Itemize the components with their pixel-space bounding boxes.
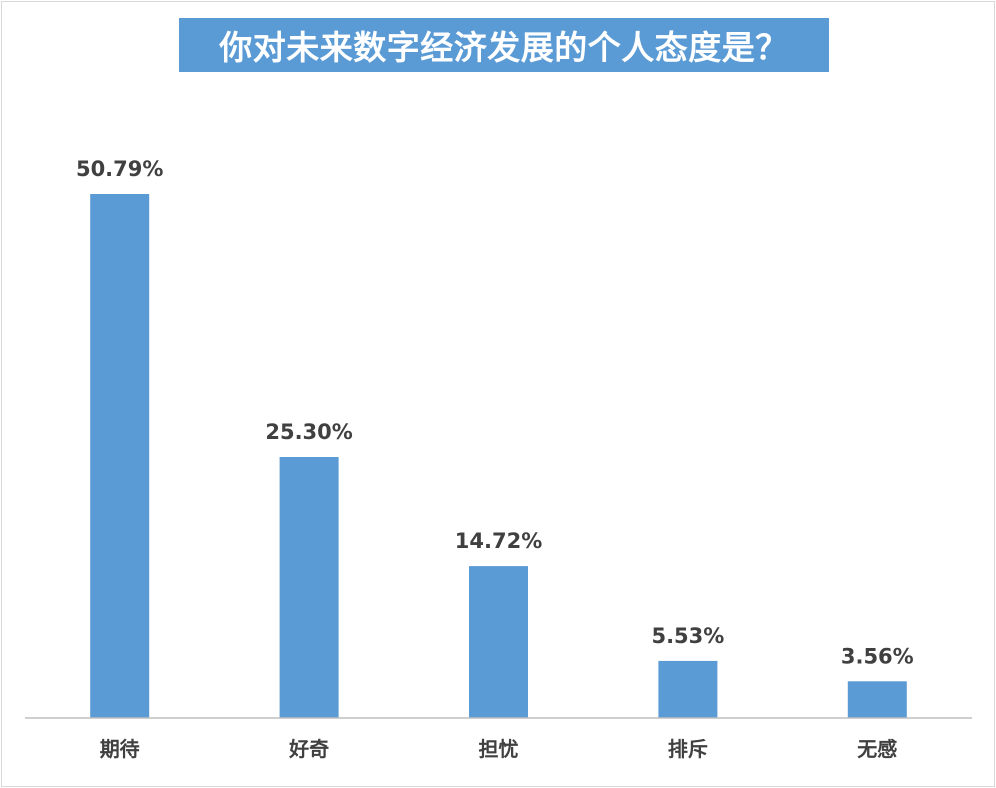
data-label-2: 25.30% [265, 420, 352, 444]
bar-5 [847, 681, 907, 718]
data-labels-group: 50.79% 25.30% 14.72% 5.53% 3.56% [76, 157, 914, 668]
data-label-5: 3.56% [841, 644, 914, 668]
category-label-5: 无感 [857, 737, 897, 761]
category-label-4: 排斥 [668, 737, 708, 761]
bar-3 [469, 566, 528, 718]
bar-2 [279, 457, 339, 718]
category-label-3: 担忧 [479, 737, 519, 761]
data-label-4: 5.53% [651, 624, 724, 648]
data-label-1: 50.79% [76, 157, 163, 181]
category-labels-group: 期待 好奇 担忧 排斥 无感 [100, 737, 898, 761]
category-label-1: 期待 [100, 737, 140, 761]
bar-4 [658, 660, 718, 718]
chart-title: 你对未来数字经济发展的个人态度是？ [219, 28, 789, 67]
category-label-2: 好奇 [288, 737, 329, 761]
data-label-3: 14.72% [455, 529, 542, 553]
bars-group [90, 194, 907, 718]
chart-title-banner: 你对未来数字经济发展的个人态度是？ [179, 18, 829, 72]
bar-1 [90, 194, 150, 718]
